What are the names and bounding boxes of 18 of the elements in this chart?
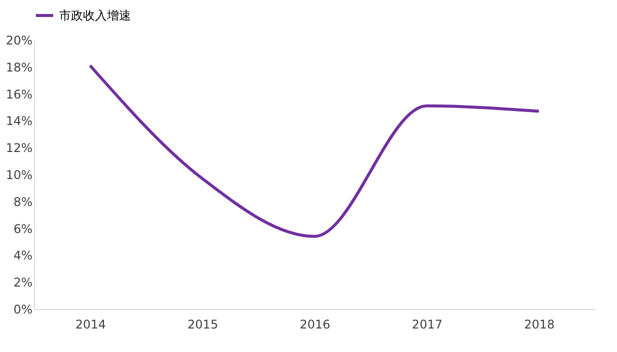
y-tick-label: 0%	[13, 302, 32, 316]
legend-label: 市政收入增速	[59, 8, 131, 22]
y-tick-label: 12%	[6, 141, 32, 156]
y-tick-label: 20%	[6, 34, 32, 48]
y-tick-label: 2%	[13, 276, 32, 290]
x-tick-label: 2018	[524, 318, 555, 332]
x-tick-label: 2017	[412, 318, 442, 332]
y-tick-label: 16%	[6, 87, 32, 102]
x-tick-label: 2014	[75, 318, 106, 332]
y-tick-label: 8%	[13, 194, 32, 209]
y-tick-label: 4%	[13, 248, 32, 263]
y-tick-label: 18%	[6, 60, 32, 74]
x-tick-label: 2016	[300, 318, 330, 332]
y-tick-label: 10%	[6, 168, 32, 182]
y-tick-label: 6%	[13, 222, 32, 236]
line-series	[88, 64, 540, 238]
x-tick-label: 2015	[188, 318, 218, 332]
y-tick-label: 14%	[6, 114, 32, 128]
